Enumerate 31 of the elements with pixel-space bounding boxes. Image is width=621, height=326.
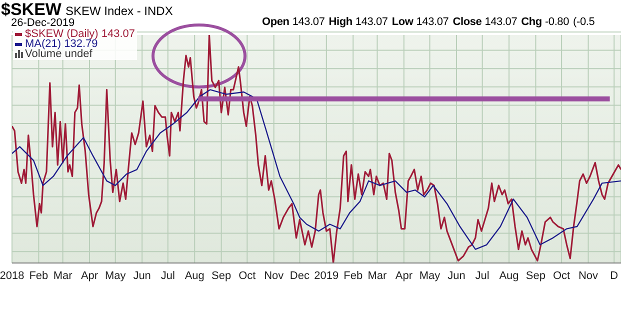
x-tick-label: Apr	[395, 270, 413, 282]
x-tick-label: Aug	[499, 270, 519, 282]
x-tick-label: 2018	[0, 270, 24, 282]
x-tick-label: Jun	[448, 270, 466, 282]
legend-label: $SKEW (Daily) 143.07	[25, 28, 136, 40]
x-tick-label: Sep	[212, 270, 232, 282]
x-tick-label: May	[104, 270, 126, 282]
x-tick-label: Apr	[80, 270, 98, 282]
chart-title: $SKEW	[1, 0, 62, 19]
annotation: Volume undef	[25, 48, 92, 60]
text: Open 143.07 High 143.07 Low 143.07 Close 143.07 Chg -0.80 (-0.5	[262, 16, 595, 28]
x-tick-label: May	[419, 270, 441, 282]
x-tick-label: Mar	[53, 270, 73, 282]
x-tick-label: Mar	[368, 270, 388, 282]
x-tick-label: Nov	[578, 270, 599, 282]
x-tick-label: Sep	[526, 270, 546, 282]
x-tick-label: Feb	[29, 270, 48, 282]
x-tick-label: Nov	[264, 270, 284, 282]
x-tick-label: Jun	[133, 270, 151, 282]
x-tick-label: Jul	[160, 270, 175, 282]
x-tick-label: Jul	[475, 270, 490, 282]
x-tick-label: Feb	[344, 270, 363, 282]
chart-subtitle: SKEW Index - INDX	[65, 4, 173, 18]
x-tick-label: D	[610, 270, 618, 282]
x-tick-label: Oct	[553, 270, 570, 282]
legend-label: MA(21) 132.79	[25, 38, 98, 50]
x-tick-label: 2019	[314, 270, 339, 282]
x-tick-label: Aug	[184, 270, 204, 282]
x-tick-label: Oct	[238, 270, 256, 282]
x-tick-label: Dec	[290, 270, 310, 282]
text: 26-Dec-2019	[11, 17, 75, 29]
